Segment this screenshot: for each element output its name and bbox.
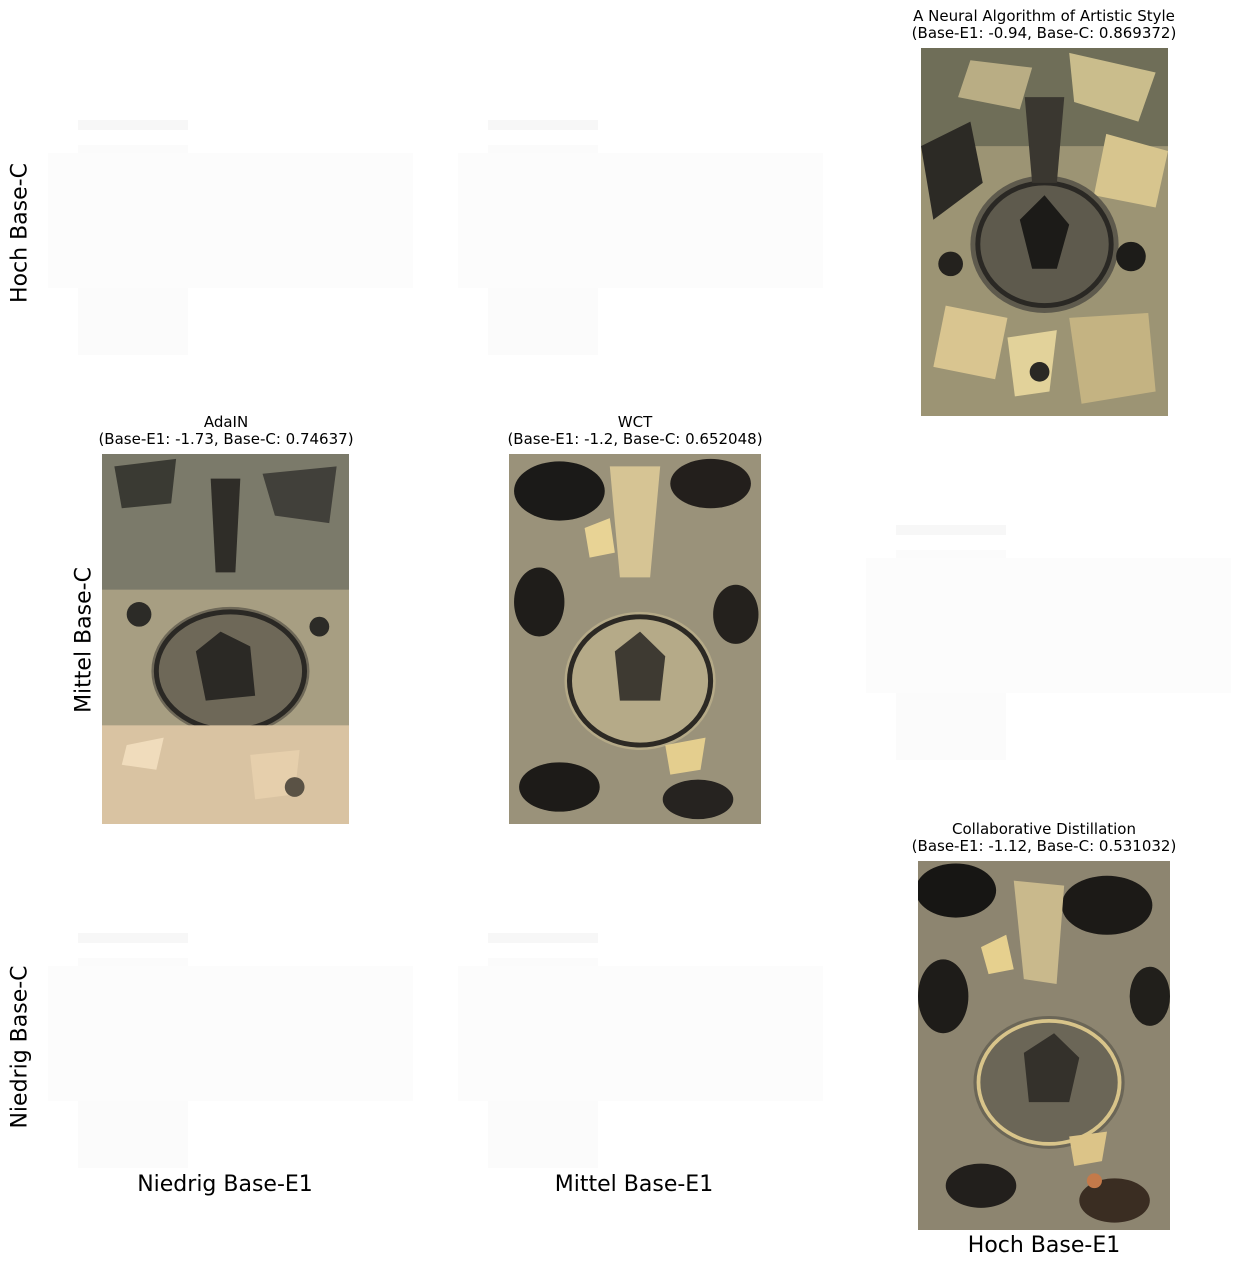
col-label-low: Niedrig Base-E1 (137, 1172, 313, 1197)
panel-title-collab-name: Collaborative Distillation (951, 820, 1136, 838)
empty-cell-mid-high (866, 520, 1231, 765)
panel-title-wct-name: WCT (617, 413, 653, 431)
panel-title-adain-name: AdaIN (203, 413, 249, 431)
empty-cell-high-low (48, 115, 413, 360)
panel-title-collab-metrics: (Base-E1: -1.12, Base-C: 0.531032) (911, 837, 1177, 855)
panel-title-adain: AdaIN (Base-E1: -1.73, Base-C: 0.74637) (98, 414, 353, 448)
row-label-mid: Mittel Base-C (71, 567, 97, 713)
empty-cell-low-low (48, 928, 413, 1173)
panel-title-collab: Collaborative Distillation (Base-E1: -1.… (912, 821, 1177, 855)
stylized-image-gatys (921, 48, 1168, 416)
empty-cell-low-mid (458, 928, 823, 1173)
col-label-mid: Mittel Base-E1 (554, 1172, 714, 1197)
panel-title-gatys-name: A Neural Algorithm of Artistic Style (913, 7, 1175, 25)
panel-title-wct-metrics: (Base-E1: -1.2, Base-C: 0.652048) (507, 430, 763, 448)
panel-title-adain-metrics: (Base-E1: -1.73, Base-C: 0.74637) (98, 430, 354, 448)
panel-title-gatys: A Neural Algorithm of Artistic Style (Ba… (912, 8, 1177, 42)
panel-title-wct: WCT (Base-E1: -1.2, Base-C: 0.652048) (507, 414, 762, 448)
panel-title-gatys-metrics: (Base-E1: -0.94, Base-C: 0.869372) (911, 24, 1177, 42)
stylized-image-adain (102, 454, 349, 824)
col-label-high: Hoch Base-E1 (967, 1233, 1121, 1258)
row-label-low: Niedrig Base-C (7, 965, 33, 1129)
stylized-image-collab (918, 861, 1170, 1230)
empty-cell-high-mid (458, 115, 823, 360)
row-label-high: Hoch Base-C (7, 163, 33, 303)
stylized-image-wct (509, 454, 761, 824)
